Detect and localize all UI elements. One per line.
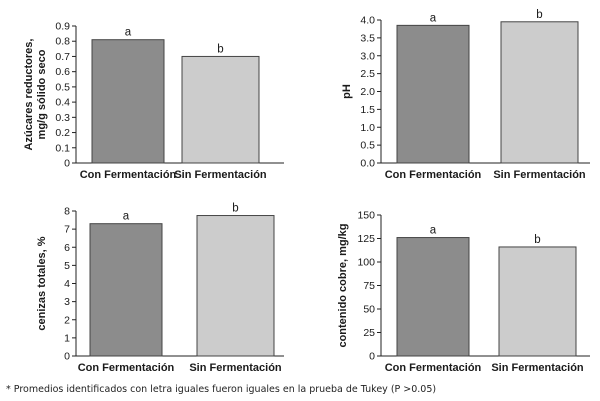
significance-letter: b <box>217 43 223 55</box>
y-tick-label: 0 <box>64 158 70 170</box>
bar <box>500 21 579 164</box>
bar <box>498 246 577 357</box>
y-tick-label: 50 <box>363 304 375 316</box>
x-tick-label: Con Fermentación <box>78 362 175 374</box>
y-tick-label: 3.0 <box>360 50 375 62</box>
y-tick-label: 25 <box>363 327 375 339</box>
y-tick-label: 75 <box>363 280 375 292</box>
y-tick-label: 2 <box>64 314 70 326</box>
x-tick-label: Con Fermentación <box>80 169 177 181</box>
x-tick-label: Sin Fermentación <box>493 169 586 181</box>
y-tick-label: 150 <box>357 210 375 222</box>
significance-letter: b <box>536 9 542 21</box>
y-tick-label: 5 <box>64 260 70 272</box>
y-tick-label: 0.7 <box>55 51 70 63</box>
y-tick-label: 0.3 <box>55 112 70 124</box>
bar <box>91 39 165 164</box>
bar <box>396 237 470 357</box>
significance-letter: a <box>123 211 130 223</box>
bar <box>181 55 260 164</box>
significance-letter: a <box>430 12 437 24</box>
y-axis-label: contenido cobre, mg/kg <box>337 223 349 347</box>
y-tick-label: 4.0 <box>360 15 375 27</box>
bar <box>196 215 275 357</box>
bar <box>89 223 163 357</box>
y-axis-label: cenizas totales, % <box>36 236 48 330</box>
x-tick-label: Con Fermentación <box>385 169 482 181</box>
y-tick-label: 1 <box>64 332 70 344</box>
significance-letter: a <box>430 225 437 237</box>
y-tick-label: 0 <box>64 351 70 363</box>
y-tick-label: 2.5 <box>360 68 375 80</box>
x-tick-label: Con Fermentación <box>385 362 482 374</box>
y-tick-label: 2.0 <box>360 86 375 98</box>
y-tick-label: 3 <box>64 296 70 308</box>
y-tick-label: 7 <box>64 224 70 236</box>
y-tick-label: 1.0 <box>360 122 375 134</box>
y-tick-label: 0.9 <box>55 21 70 33</box>
y-tick-label: 0 <box>369 351 375 363</box>
y-axis-label: mg/g sólido seco <box>36 49 48 139</box>
significance-letter: b <box>232 203 238 215</box>
y-tick-label: 0.5 <box>55 81 70 93</box>
y-tick-label: 4 <box>64 278 70 290</box>
y-tick-label: 1.5 <box>360 104 375 116</box>
y-tick-label: 0.1 <box>55 142 70 154</box>
y-axis-label: pH <box>341 84 353 99</box>
footnote: * Promedios identificados con letra igua… <box>6 384 437 395</box>
y-tick-label: 3.5 <box>360 32 375 44</box>
x-tick-label: Sin Fermentación <box>491 362 584 374</box>
significance-letter: a <box>125 27 132 39</box>
y-tick-label: 125 <box>357 233 375 245</box>
y-axis-label: Azúcares reductores, <box>23 39 35 151</box>
y-tick-label: 0.6 <box>55 66 70 78</box>
bar <box>396 24 470 164</box>
y-tick-label: 0.8 <box>55 36 70 48</box>
y-tick-label: 0.5 <box>360 140 375 152</box>
x-tick-label: Sin Fermentación <box>189 362 282 374</box>
y-tick-label: 6 <box>64 242 70 254</box>
y-tick-label: 0.0 <box>360 158 375 170</box>
x-tick-label: Sin Fermentación <box>174 169 267 181</box>
significance-letter: b <box>534 234 540 246</box>
y-tick-label: 100 <box>357 257 375 269</box>
y-tick-label: 0.2 <box>55 127 70 139</box>
y-tick-label: 8 <box>64 206 70 218</box>
y-tick-label: 0.4 <box>55 97 70 109</box>
